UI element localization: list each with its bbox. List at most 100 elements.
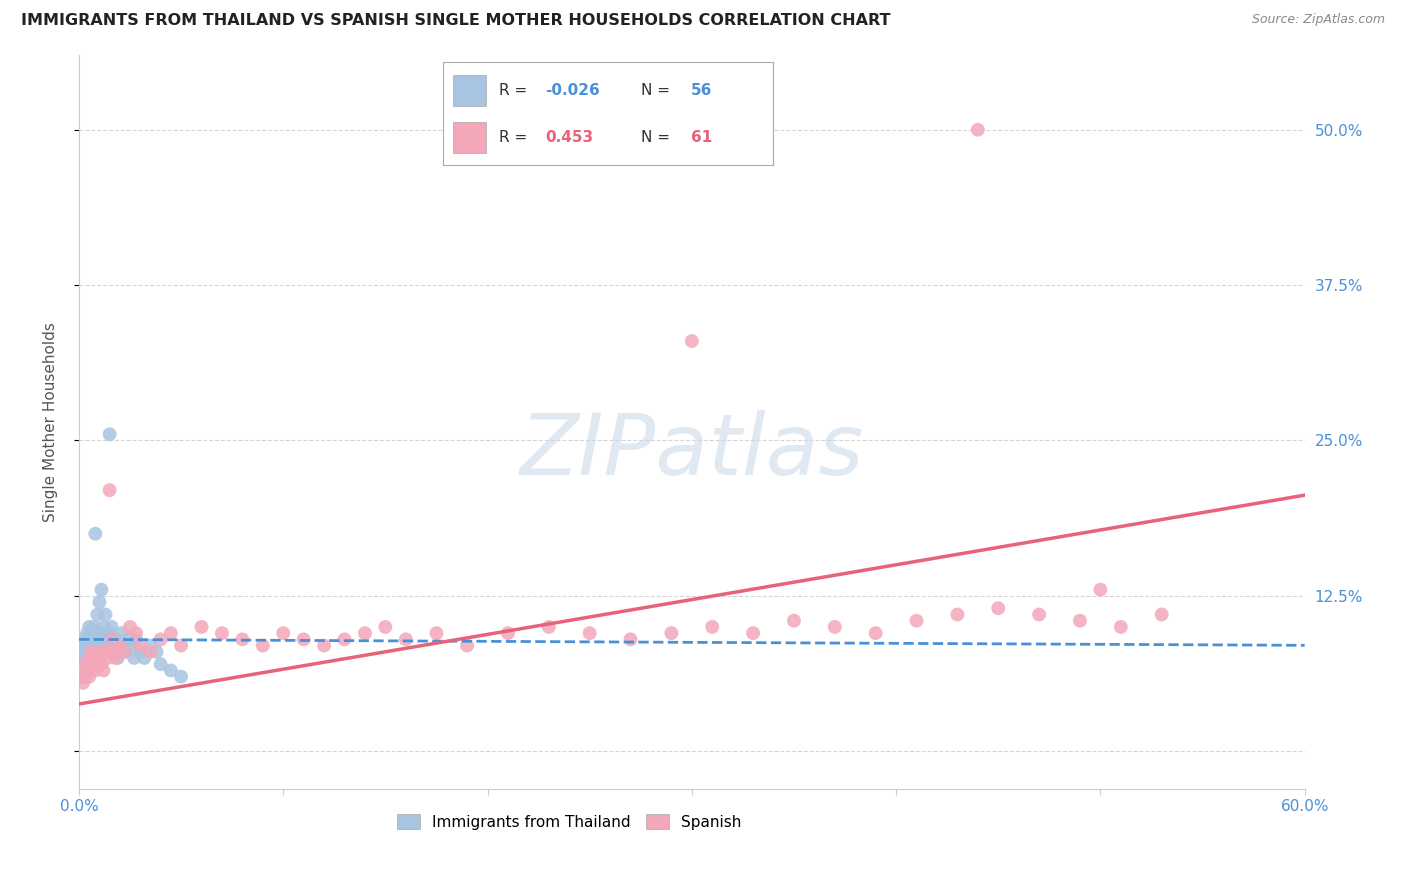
Point (104, 632, 127, 647)
Point (115, 645, 138, 659)
Point (661, 626, 683, 640)
Point (742, 626, 765, 640)
Point (946, 607, 969, 622)
Text: 61: 61 (690, 130, 711, 145)
Point (108, 645, 131, 659)
Point (82, 639, 104, 653)
Point (86, 607, 108, 622)
Point (824, 620, 846, 634)
Point (86, 651, 108, 665)
Point (96, 651, 118, 665)
Point (84, 526, 107, 541)
Point (100, 632, 122, 647)
Point (139, 645, 162, 659)
Point (86, 639, 108, 653)
Point (72, 651, 94, 665)
Point (211, 626, 233, 640)
Point (987, 601, 1010, 615)
Point (84, 645, 107, 659)
Point (93, 639, 115, 653)
Text: R =: R = (499, 130, 533, 145)
Text: 0.453: 0.453 (546, 130, 593, 145)
FancyBboxPatch shape (453, 75, 486, 105)
Point (89, 632, 111, 647)
Text: N =: N = (641, 130, 675, 145)
Point (98, 483, 121, 498)
Point (77, 639, 100, 653)
Point (966, 122, 988, 136)
Point (702, 620, 724, 634)
Point (84, 626, 107, 640)
Text: Source: ZipAtlas.com: Source: ZipAtlas.com (1251, 13, 1385, 27)
Point (90, 582, 112, 597)
Point (783, 614, 806, 628)
Point (314, 639, 336, 653)
Point (75, 670, 97, 684)
Point (77, 620, 100, 634)
Point (103, 645, 125, 659)
Point (1069, 614, 1091, 628)
Point (252, 639, 274, 653)
Point (82, 626, 104, 640)
Point (1109, 620, 1132, 634)
Point (395, 632, 418, 647)
Point (75, 657, 97, 672)
Point (103, 639, 125, 653)
Text: IMMIGRANTS FROM THAILAND VS SPANISH SINGLE MOTHER HOUSEHOLDS CORRELATION CHART: IMMIGRANTS FROM THAILAND VS SPANISH SING… (21, 13, 890, 29)
Point (231, 632, 253, 647)
Point (456, 639, 478, 653)
Point (90, 626, 112, 640)
Point (93, 664, 115, 678)
Point (619, 632, 641, 647)
Point (98, 632, 121, 647)
Point (111, 626, 134, 640)
Point (89, 595, 111, 609)
Point (149, 632, 172, 647)
Text: 56: 56 (690, 83, 711, 97)
Point (76, 645, 98, 659)
Text: ZIPatlas: ZIPatlas (520, 409, 863, 492)
Point (149, 657, 172, 672)
Point (98, 427, 121, 442)
Point (104, 651, 127, 665)
Point (80, 645, 103, 659)
Point (292, 632, 315, 647)
Point (122, 651, 145, 665)
Point (94, 645, 117, 659)
Point (1090, 582, 1112, 597)
Point (129, 645, 152, 659)
Point (129, 639, 152, 653)
Point (90, 657, 112, 672)
Point (77, 651, 100, 665)
Point (125, 626, 148, 640)
Point (72, 676, 94, 690)
Legend: Immigrants from Thailand, Spanish: Immigrants from Thailand, Spanish (391, 807, 748, 836)
Point (139, 639, 162, 653)
Point (93, 620, 115, 634)
Point (112, 645, 135, 659)
Point (681, 334, 703, 348)
Point (70, 645, 93, 659)
Point (537, 620, 560, 634)
Text: N =: N = (641, 83, 675, 97)
Point (578, 626, 600, 640)
Point (77, 632, 100, 647)
Point (425, 626, 447, 640)
Point (107, 651, 129, 665)
Text: R =: R = (499, 83, 533, 97)
Point (98, 626, 121, 640)
Point (170, 639, 193, 653)
Point (160, 664, 183, 678)
Point (76, 664, 98, 678)
Point (82, 657, 104, 672)
Point (76, 626, 98, 640)
Point (145, 645, 167, 659)
Point (89, 645, 111, 659)
Point (271, 626, 294, 640)
Point (160, 626, 183, 640)
Point (70, 670, 93, 684)
Point (170, 670, 193, 684)
Point (82, 620, 104, 634)
Point (118, 639, 141, 653)
Point (1028, 607, 1050, 622)
